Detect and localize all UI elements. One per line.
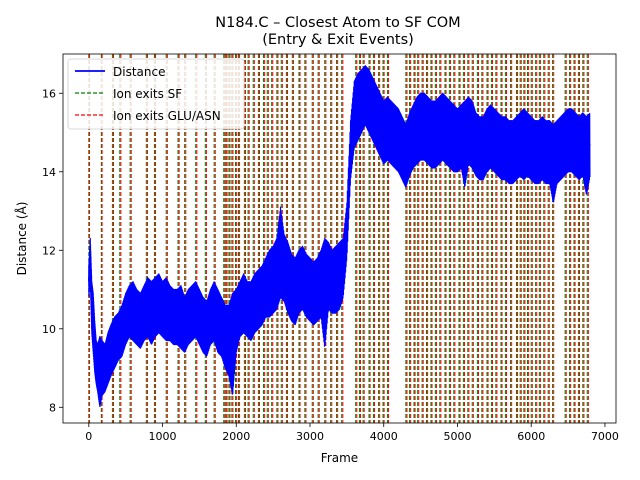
distance-series xyxy=(88,65,591,408)
legend: Distance Ion exits SF Ion exits GLU/ASN xyxy=(67,58,245,130)
x-tick-label: 5000 xyxy=(443,430,471,443)
legend-label-exits-glu: Ion exits GLU/ASN xyxy=(113,109,221,123)
y-tick-label: 10 xyxy=(42,323,56,336)
chart-title-line1: N184.C – Closest Atom to SF COM xyxy=(215,15,460,31)
legend-label-exits-sf: Ion exits SF xyxy=(113,87,182,101)
y-axis: 8 10 12 14 16 xyxy=(42,87,63,414)
x-tick-label: 3000 xyxy=(296,430,324,443)
y-tick-label: 12 xyxy=(42,244,56,257)
x-tick-label: 2000 xyxy=(222,430,250,443)
y-tick-label: 14 xyxy=(42,166,56,179)
x-tick-label: 7000 xyxy=(591,430,619,443)
x-tick-label: 0 xyxy=(85,430,92,443)
y-tick-label: 16 xyxy=(42,87,56,100)
x-tick-label: 1000 xyxy=(149,430,177,443)
y-tick-label: 8 xyxy=(49,401,56,414)
chart-title-line2: (Entry & Exit Events) xyxy=(262,32,414,48)
distance-line xyxy=(88,91,591,374)
x-axis-label: Frame xyxy=(321,451,358,465)
axes-frame xyxy=(62,53,617,424)
x-axis: 0 1000 2000 3000 4000 5000 6000 7000 xyxy=(85,423,619,443)
x-tick-label: 4000 xyxy=(370,430,398,443)
y-axis-label: Distance (Å) xyxy=(14,202,29,276)
legend-box xyxy=(67,58,245,130)
x-tick-label: 6000 xyxy=(517,430,545,443)
legend-label-distance: Distance xyxy=(113,65,165,79)
